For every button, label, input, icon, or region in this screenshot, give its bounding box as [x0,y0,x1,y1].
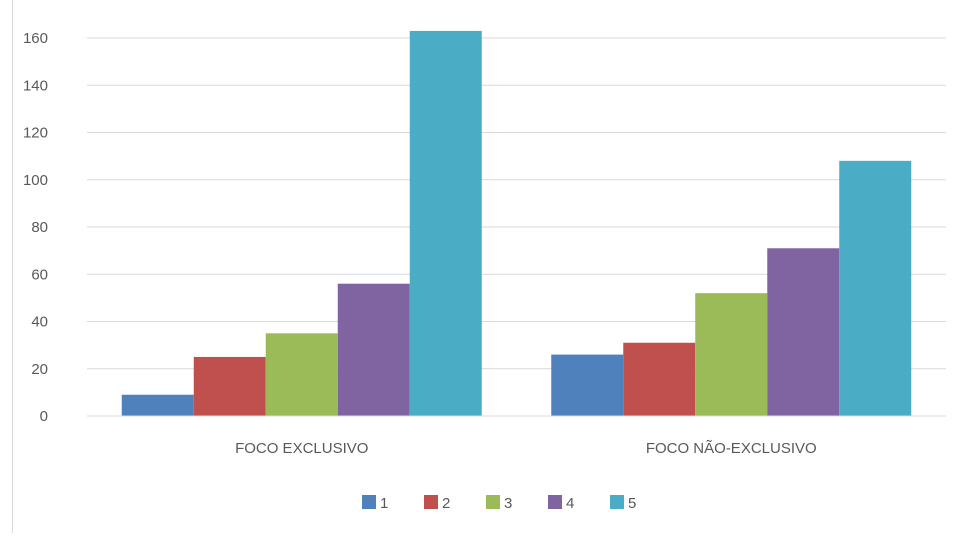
bars [121,30,912,416]
bar-4-1 [337,283,410,416]
legend-label-3: 3 [504,495,512,512]
legend-label-2: 2 [442,495,450,512]
category-label: FOCO EXCLUSIVO [235,440,368,457]
legend-label-5: 5 [628,495,636,512]
legend-swatch-1 [362,495,376,509]
legend-swatch-3 [486,495,500,509]
y-tick-label: 0 [40,408,48,425]
category-labels: FOCO EXCLUSIVO FOCO NÃO-EXCLUSIVO [235,440,817,457]
legend: 1 2 3 4 5 [362,495,636,512]
y-tick-label: 120 [23,125,48,142]
bar-3-2 [695,293,768,416]
bar-2-2 [623,342,696,416]
bar-1-2 [551,354,624,416]
y-tick-label: 80 [31,219,48,236]
y-tick-label: 140 [23,77,48,94]
bar-5-2 [839,160,912,416]
legend-swatch-5 [610,495,624,509]
bar-1-1 [121,394,194,416]
y-tick-label: 160 [23,30,48,47]
legend-swatch-4 [548,495,562,509]
bar-4-2 [767,248,840,416]
bar-5-1 [409,30,482,416]
legend-label-1: 1 [380,495,388,512]
legend-swatch-2 [424,495,438,509]
y-tick-label: 40 [31,314,48,331]
category-label: FOCO NÃO-EXCLUSIVO [646,440,817,457]
y-tick-label: 60 [31,266,48,283]
y-axis-ticks: 0 20 40 60 80 100 120 140 160 [23,30,48,425]
bar-3-1 [265,333,338,416]
gridlines [87,37,946,370]
legend-label-4: 4 [566,495,574,512]
frame-border [12,0,13,533]
bar-2-1 [193,356,266,416]
y-tick-label: 20 [31,361,48,378]
y-tick-label: 100 [23,172,48,189]
